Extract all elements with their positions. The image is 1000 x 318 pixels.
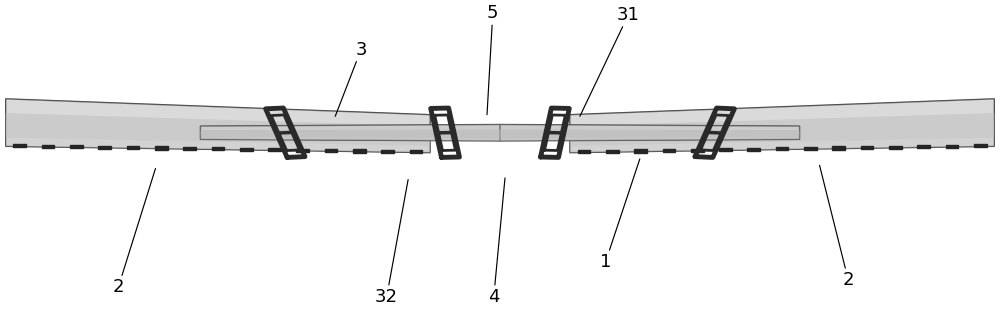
Polygon shape xyxy=(500,124,800,138)
Bar xyxy=(691,149,704,152)
Text: 31: 31 xyxy=(580,6,640,116)
Bar xyxy=(155,147,168,149)
Bar xyxy=(212,147,224,150)
Bar xyxy=(325,149,337,152)
Text: 32: 32 xyxy=(375,180,408,306)
Bar xyxy=(719,148,732,151)
Text: 1: 1 xyxy=(600,159,640,271)
Bar xyxy=(804,147,817,150)
Polygon shape xyxy=(570,99,994,146)
Bar xyxy=(127,146,139,149)
Bar xyxy=(410,150,422,153)
Polygon shape xyxy=(570,113,994,153)
Polygon shape xyxy=(570,99,994,153)
Bar xyxy=(606,150,619,153)
Bar xyxy=(861,146,873,149)
Bar xyxy=(70,145,83,148)
Bar xyxy=(917,145,930,148)
Bar xyxy=(268,148,281,151)
Bar xyxy=(183,147,196,150)
Polygon shape xyxy=(6,99,430,146)
Bar xyxy=(42,145,54,148)
Bar xyxy=(663,149,675,152)
Bar xyxy=(98,146,111,149)
Bar xyxy=(832,147,845,149)
Bar xyxy=(776,147,788,150)
Bar xyxy=(296,149,309,152)
Bar xyxy=(946,145,958,148)
Bar xyxy=(13,144,26,148)
Text: 2: 2 xyxy=(820,165,854,289)
Polygon shape xyxy=(6,99,430,153)
Polygon shape xyxy=(200,124,500,138)
Text: 4: 4 xyxy=(488,178,505,306)
Polygon shape xyxy=(500,129,800,141)
Polygon shape xyxy=(200,129,500,141)
Polygon shape xyxy=(200,124,500,141)
Polygon shape xyxy=(500,124,800,141)
Bar xyxy=(578,150,590,153)
Bar xyxy=(381,150,394,153)
Bar xyxy=(240,148,253,151)
Bar xyxy=(747,148,760,151)
Bar xyxy=(974,144,987,148)
Bar xyxy=(634,149,647,153)
Text: 2: 2 xyxy=(113,169,155,296)
Text: 5: 5 xyxy=(487,4,499,115)
Polygon shape xyxy=(6,113,430,153)
Bar xyxy=(353,149,366,153)
Bar xyxy=(889,146,902,149)
Text: 3: 3 xyxy=(335,41,367,116)
